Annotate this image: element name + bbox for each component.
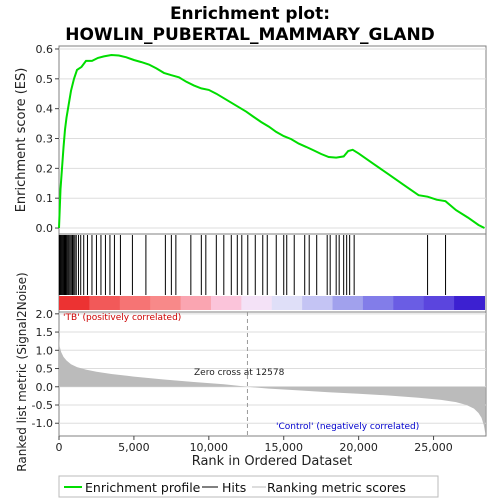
- es-panel: 0.0 0.1 0.2 0.3 0.4 0.5 0.6 Enrichment score (…: [14, 43, 487, 235]
- metric-y-tick-label: 1.5: [36, 326, 54, 339]
- metric-y-tick-label: -1.0: [32, 417, 53, 430]
- metric-x-tick-label: 5,000: [118, 441, 150, 454]
- rank-color-bar: [59, 296, 486, 310]
- color-bar-segment: [59, 296, 90, 310]
- plot-title-line2: HOWLIN_PUBERTAL_MAMMARY_GLAND: [65, 25, 435, 45]
- color-bar-segment: [393, 296, 425, 310]
- color-bar-segment: [89, 296, 121, 310]
- es-y-tick-label: 0.5: [36, 73, 54, 86]
- color-bar-segment: [302, 296, 334, 310]
- metric-y-tick-label: -0.5: [32, 399, 53, 412]
- es-y-tick-label: 0.3: [36, 133, 54, 146]
- es-y-axis-label: Enrichment score (ES): [14, 68, 29, 213]
- metric-x-tick-label: 0: [56, 441, 63, 454]
- metric-y-tick-label: 2.0: [36, 308, 54, 321]
- color-bar-segment: [241, 296, 273, 310]
- es-profile-line: [58, 53, 485, 229]
- es-y-tick-label: 0.4: [36, 103, 54, 116]
- color-bar-segment: [423, 296, 455, 310]
- metric-y-ticks: 2.0 1.5 1.0 0.5 0.0 -0.5 -1.0: [32, 308, 59, 430]
- metric-x-tick-label: 15,000: [264, 441, 303, 454]
- metric-gridlines: [59, 313, 486, 424]
- zero-cross-label: Zero cross at 12578: [194, 368, 285, 378]
- color-bar-segment: [150, 296, 182, 310]
- metric-panel: 2.0 1.5 1.0 0.5 0.0 -0.5 -1.0 0 5,000 10,000 15,0…: [15, 272, 487, 472]
- es-gridlines: [59, 48, 486, 229]
- metric-area: [59, 335, 486, 434]
- es-y-tick-label: 0.1: [36, 192, 54, 205]
- es-y-tick-label: 0.0: [36, 222, 54, 235]
- legend-frame: [58, 475, 439, 498]
- color-bar-segment: [271, 296, 303, 310]
- metric-x-tick-label: 20,000: [339, 441, 378, 454]
- plot-title-line1: Enrichment plot:: [170, 4, 330, 24]
- positive-correlated-label: 'TB' (positively correlated): [63, 313, 181, 323]
- legend-profile-label: Enrichment profile: [85, 480, 201, 495]
- es-panel-frame: [58, 45, 487, 235]
- color-bar-segment: [362, 296, 394, 310]
- es-y-tick-label: 0.2: [36, 162, 54, 175]
- legend-hits-label: Hits: [222, 480, 246, 495]
- metric-x-ticks: 0 5,000 10,000 15,000 20,000 25,000: [56, 436, 453, 454]
- legend: Enrichment profile Hits Ranking metric s…: [58, 475, 439, 498]
- metric-x-tick-label: 25,000: [414, 441, 453, 454]
- color-bar-segment: [332, 296, 364, 310]
- metric-y-axis-label: Ranked list metric (Signal2Noise): [15, 272, 29, 471]
- negative-correlated-label: 'Control' (negatively correlated): [276, 422, 419, 432]
- metric-y-tick-label: 1.0: [36, 344, 54, 357]
- metric-panel-frame: [58, 311, 487, 437]
- es-y-tick-label: 0.6: [36, 43, 54, 56]
- metric-x-tick-label: 10,000: [190, 441, 229, 454]
- color-bar-segment: [454, 296, 486, 310]
- legend-metric-label: Ranking metric scores: [267, 480, 406, 495]
- hit-markers: [58, 235, 447, 295]
- color-bar-segment: [180, 296, 212, 310]
- metric-y-tick-label: 0.0: [36, 381, 54, 394]
- color-bar-segment: [119, 296, 151, 310]
- metric-x-axis-label: Rank in Ordered Dataset: [192, 454, 353, 469]
- metric-y-tick-label: 0.5: [36, 363, 54, 376]
- es-y-ticks: 0.0 0.1 0.2 0.3 0.4 0.5 0.6: [36, 43, 59, 235]
- hits-panel: [58, 233, 487, 313]
- color-bar-segment: [210, 296, 242, 310]
